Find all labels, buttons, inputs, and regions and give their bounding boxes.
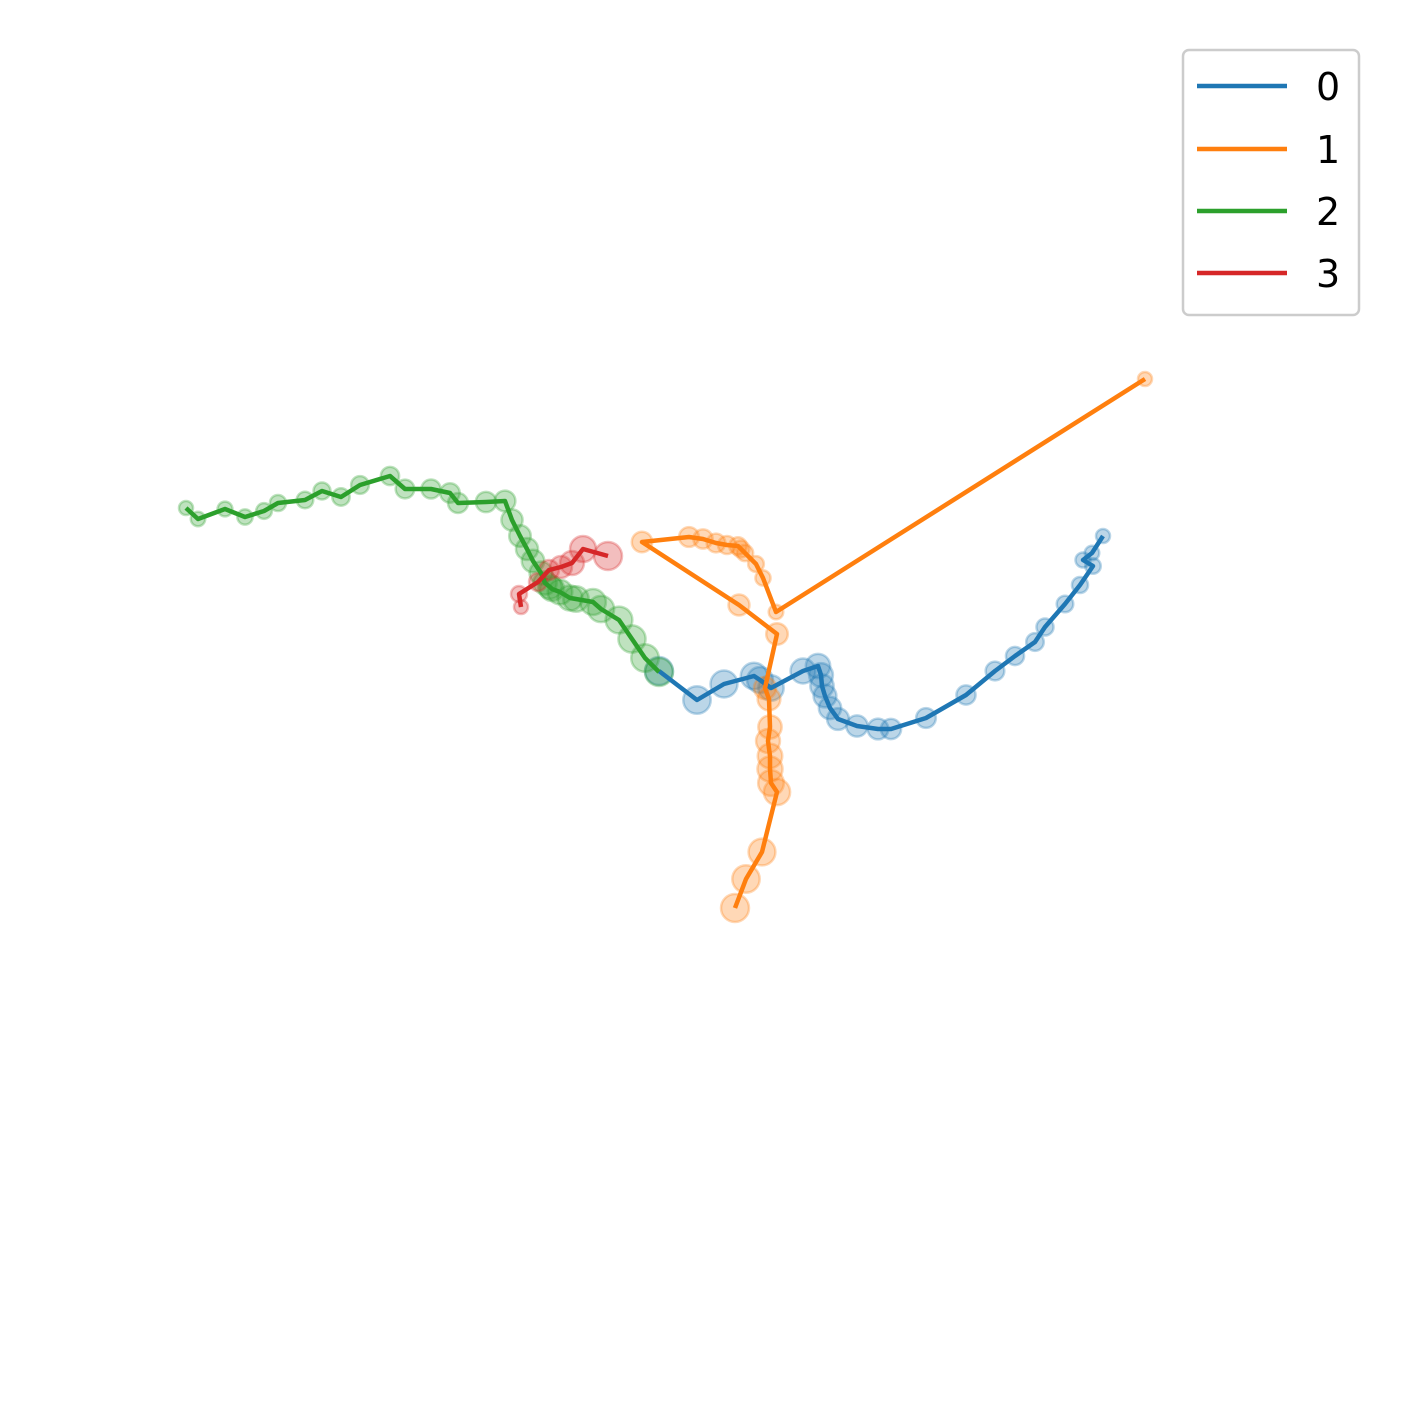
legend: 0 1 2 3 xyxy=(1181,48,1361,317)
legend-label-3: 3 xyxy=(1316,252,1340,296)
legend-label-2: 2 xyxy=(1316,190,1340,234)
markers-layer xyxy=(177,370,1154,924)
series-3-line xyxy=(516,546,609,608)
legend-label-0: 0 xyxy=(1316,65,1340,109)
lines-layer xyxy=(184,377,1147,909)
series-1-line xyxy=(639,377,1147,909)
series-2-line xyxy=(184,473,661,674)
series-2-markers xyxy=(177,465,675,688)
series-1-markers xyxy=(630,370,1154,924)
legend-frame xyxy=(1181,48,1361,317)
legend-label-1: 1 xyxy=(1316,128,1340,172)
